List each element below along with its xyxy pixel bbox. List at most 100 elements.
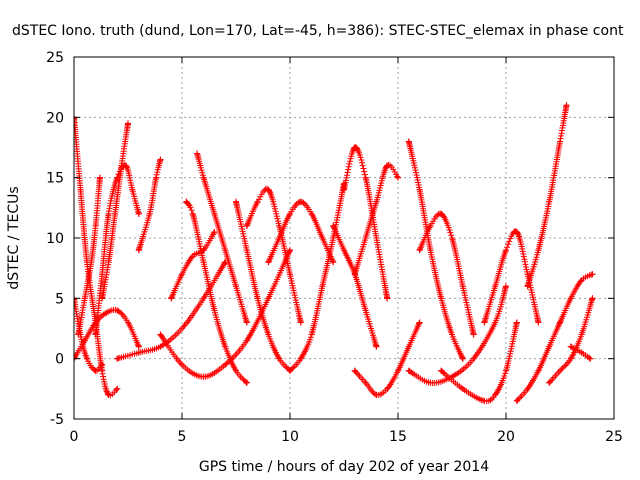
data-point [449,235,455,241]
data-point [297,198,304,205]
data-point [373,391,380,398]
data-point [567,343,574,350]
data-point [351,271,358,278]
data-point [96,174,103,181]
data-point [546,379,553,386]
series-arc14 [243,185,304,326]
data-point [135,349,142,356]
y-tick-label: 0 [55,352,64,368]
data-marker-trace [74,306,142,362]
data-point [254,295,261,302]
data-point [200,174,207,181]
data-point [319,235,326,241]
data-point [114,385,121,392]
data-point [492,283,499,290]
data-point [481,397,488,404]
series-arc2 [92,162,142,338]
series-arc30 [567,343,594,362]
data-point [200,295,207,302]
data-point [265,331,272,338]
data-point [114,307,121,314]
data-point [427,247,434,254]
data-point [125,120,131,127]
data-point [254,198,261,205]
data-point [287,247,293,254]
data-point [438,210,445,217]
data-point [567,295,574,302]
data-marker-trace [114,259,229,362]
data-point [395,174,401,181]
data-point [105,210,112,217]
data-marker-trace [405,283,509,386]
data-point [362,174,369,181]
data-point [99,271,106,278]
data-point [427,222,434,229]
data-point [546,343,553,350]
data-point [92,222,99,229]
data-point [373,235,380,241]
y-axis-label: dSTEC / TECUs [6,186,22,289]
data-point [92,331,99,338]
data-point [384,385,391,392]
data-point [362,379,369,386]
data-point [287,210,293,217]
series-arc24 [438,319,520,405]
data-marker-trace [524,102,570,290]
series-arc22 [416,210,477,338]
data-point [105,259,112,266]
data-point [77,186,84,193]
data-point [557,138,563,145]
data-point [81,295,88,302]
data-point [492,319,499,326]
data-point [557,319,563,326]
series-arc3 [74,295,106,374]
series-arc29 [557,271,596,326]
data-point [287,271,293,278]
data-point [135,210,142,217]
data-point [546,198,553,205]
data-point [75,331,82,338]
data-point [194,150,201,157]
y-tick-label: -5 [50,412,64,428]
data-point [438,295,445,302]
data-point [330,235,337,241]
data-point [211,228,218,235]
data-point [557,367,563,374]
grid-lines [74,57,614,419]
data-point [578,277,585,284]
data-point [563,102,570,109]
y-tick-label: 10 [46,231,64,247]
data-series [74,102,596,405]
data-point [384,162,391,169]
x-tick-label: 20 [497,429,515,445]
data-point [524,271,531,278]
data-point [243,337,250,344]
data-point [297,319,304,326]
series-arc26 [513,319,563,404]
data-point [438,367,445,374]
x-tick-label: 15 [389,429,407,445]
data-point [118,162,125,169]
data-point [99,361,106,368]
y-tick-label: 15 [46,171,64,187]
data-point [503,247,509,254]
series-arc21 [405,138,466,362]
data-marker-trace [287,180,347,374]
data-point [362,235,369,241]
data-point [114,355,121,362]
data-marker-trace [330,222,380,350]
data-point [200,373,207,380]
data-point [157,343,164,350]
data-point [362,307,369,314]
data-point [567,355,574,362]
data-point [373,198,380,205]
data-marker-trace [513,319,563,404]
data-point [459,355,466,362]
data-point [395,367,401,374]
data-point [513,228,520,235]
data-point [265,259,272,266]
data-point [341,186,347,193]
data-point [222,361,229,368]
data-point [179,271,185,278]
data-point [535,319,542,326]
